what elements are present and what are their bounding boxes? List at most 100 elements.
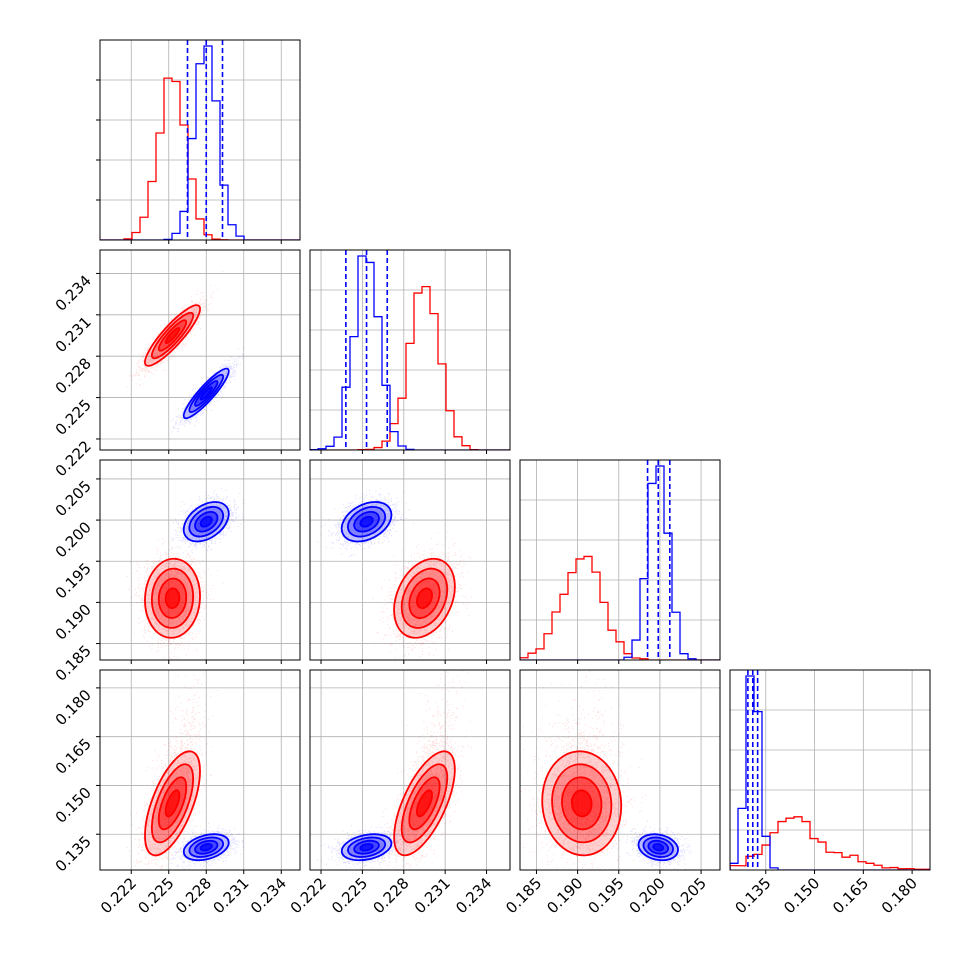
density-shade-0 xyxy=(571,790,592,817)
y-tick-label: 0.225 xyxy=(52,396,95,439)
x-tick-label: 0.180 xyxy=(878,874,921,917)
x-tick-label: 0.231 xyxy=(209,874,252,917)
contour-0 xyxy=(408,577,441,619)
contour-1 xyxy=(642,836,674,858)
contour-1 xyxy=(199,386,213,401)
x-tick-label: 0.222 xyxy=(97,874,140,917)
contour-0 xyxy=(164,327,181,345)
panel-content xyxy=(310,250,510,450)
y-tick-label: 0.180 xyxy=(52,686,95,729)
contour-1 xyxy=(340,501,393,543)
contour-0 xyxy=(541,750,623,857)
x-tick-label: 0.231 xyxy=(411,874,454,917)
x-tick-label: 0.190 xyxy=(543,874,586,917)
density-shade-0 xyxy=(165,588,180,609)
x-tick-label: 0.200 xyxy=(626,874,669,917)
panel-content xyxy=(317,488,473,660)
y-tick-label: 0.185 xyxy=(52,642,95,685)
x-tick-label: 0.222 xyxy=(287,874,330,917)
panel-content xyxy=(520,460,720,660)
histogram-1 xyxy=(730,675,930,870)
y-tick-label: 0.205 xyxy=(52,477,95,520)
panel-frame xyxy=(99,669,301,871)
panel-frame xyxy=(309,669,511,871)
contour-1 xyxy=(199,515,213,528)
x-tick-label: 0.234 xyxy=(452,874,495,917)
y-tick-label: 0.231 xyxy=(52,313,95,356)
histogram-0 xyxy=(100,77,300,240)
panel-content xyxy=(100,40,300,240)
contour-0 xyxy=(408,776,441,831)
x-tick-label: 0.150 xyxy=(780,874,823,917)
panel-frame xyxy=(519,669,721,871)
density-shade-0 xyxy=(416,790,433,817)
contour-1 xyxy=(359,515,374,528)
contour-0 xyxy=(570,789,593,818)
panel-3-3: 0.135 0.150 0.165 0.180 xyxy=(729,669,931,917)
y-tick-label: 0.150 xyxy=(52,784,95,827)
contour-1 xyxy=(347,836,387,858)
contour-0 xyxy=(393,750,456,857)
contour-0 xyxy=(415,789,433,818)
contour-1 xyxy=(359,843,374,852)
x-tick-label: 0.228 xyxy=(370,874,413,917)
panel-content xyxy=(126,488,244,660)
panel-content xyxy=(126,270,244,433)
histogram-1 xyxy=(100,45,300,240)
panel-frame xyxy=(309,459,511,661)
x-tick-label: 0.228 xyxy=(172,874,215,917)
contour-0 xyxy=(400,567,449,629)
x-tick-label: 0.234 xyxy=(247,874,290,917)
x-tick-label: 0.135 xyxy=(732,874,775,917)
contour-1 xyxy=(188,506,225,538)
x-tick-label: 0.205 xyxy=(667,874,710,917)
panel-frame xyxy=(99,459,301,661)
panel-frame xyxy=(309,249,511,451)
x-tick-label: 0.225 xyxy=(134,874,177,917)
y-tick-label: 0.234 xyxy=(52,272,95,315)
contour-1 xyxy=(188,836,225,858)
contour-0 xyxy=(157,776,188,831)
contour-0 xyxy=(164,789,181,818)
y-tick-label: 0.165 xyxy=(52,735,95,778)
x-tick-label: 0.225 xyxy=(328,874,371,917)
y-tick-label: 0.135 xyxy=(52,832,95,875)
density-shade-0 xyxy=(416,588,433,609)
panel-2-2 xyxy=(519,459,721,664)
contour-0 xyxy=(561,776,603,831)
panel-1-1 xyxy=(309,249,511,454)
contour-1 xyxy=(353,510,380,533)
panel-2-1 xyxy=(309,459,511,664)
y-tick-label: 0.190 xyxy=(52,600,95,643)
histogram-0 xyxy=(520,555,720,660)
panel-content xyxy=(317,670,473,870)
y-tick-label: 0.195 xyxy=(52,559,95,602)
density-shade-0 xyxy=(165,327,180,344)
contour-1 xyxy=(194,380,219,407)
panel-content xyxy=(520,670,692,870)
density-shade-1 xyxy=(200,387,212,400)
histogram-1 xyxy=(520,465,720,660)
contour-0 xyxy=(157,319,188,352)
contour-0 xyxy=(144,304,201,367)
contour-0 xyxy=(150,763,195,844)
panel-0-0 xyxy=(96,39,301,244)
contour-1 xyxy=(194,510,219,533)
x-tick-label: 0.185 xyxy=(502,874,545,917)
x-tick-label: 0.195 xyxy=(584,874,627,917)
contour-1 xyxy=(637,833,679,862)
contour-1 xyxy=(194,839,219,855)
contour-1 xyxy=(652,843,665,852)
y-tick-label: 0.228 xyxy=(52,354,95,397)
scatter-points-0 xyxy=(370,670,473,870)
histogram-0 xyxy=(730,816,930,870)
contour-0 xyxy=(157,577,188,619)
contour-0 xyxy=(415,587,433,610)
contour-1 xyxy=(188,373,225,413)
histogram-1 xyxy=(310,255,510,450)
